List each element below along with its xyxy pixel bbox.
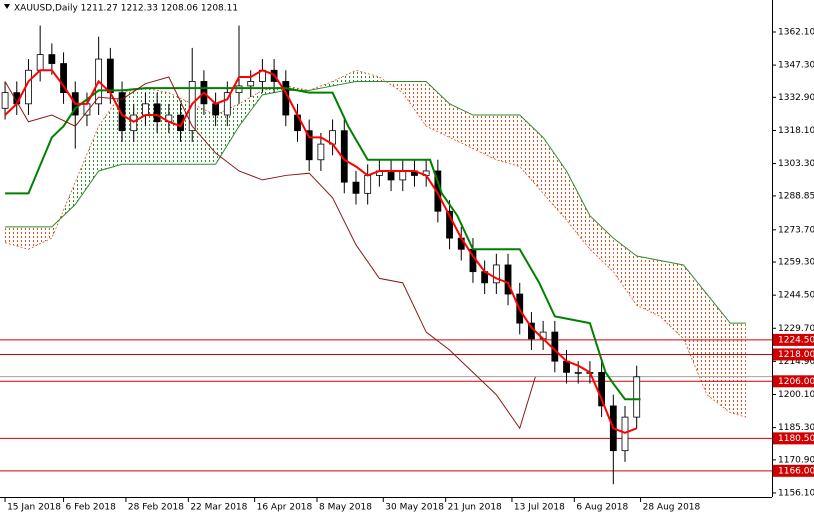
candle-body <box>1 92 9 109</box>
x-tick-label: 6 Aug 2018 <box>576 503 628 513</box>
cloud-segment <box>28 226 52 250</box>
candle-body <box>621 416 629 452</box>
x-tick-label: 16 Apr 2018 <box>257 503 313 513</box>
level-label: 1166.00 <box>778 466 814 476</box>
candle-body <box>352 181 360 194</box>
x-tick-label: 13 Jul 2018 <box>514 503 565 513</box>
candle-body <box>36 54 44 71</box>
y-tick-label: 1273.70 <box>778 225 814 235</box>
candle-body <box>492 264 500 284</box>
symbol-icon <box>4 4 10 9</box>
indicator-line <box>5 87 641 401</box>
candle-body <box>223 92 231 116</box>
cloud-segment <box>636 255 661 317</box>
cloud-segment <box>402 81 427 127</box>
cloud-segment <box>706 294 731 413</box>
y-tick-label: 1156.10 <box>778 488 814 498</box>
cloud-segment <box>683 264 707 395</box>
candle-body <box>247 81 255 87</box>
level-label-box <box>773 375 814 388</box>
candle-body <box>106 58 114 94</box>
span-a-line <box>4 69 746 418</box>
level-label-box <box>773 348 814 361</box>
cloud-segment <box>239 90 263 127</box>
y-tick-label: 1288.85 <box>778 191 814 201</box>
cloud-segment <box>589 215 614 272</box>
x-tick-label: 6 Feb 2018 <box>66 503 117 513</box>
y-tick-label: 1303.30 <box>778 159 814 169</box>
plot-area <box>0 25 772 485</box>
y-tick-label: 1170.90 <box>778 455 814 465</box>
y-tick-label: 1318.10 <box>778 126 814 136</box>
y-tick-label: 1214.90 <box>778 357 814 367</box>
cloud-segment <box>332 70 356 86</box>
candle-body <box>504 264 512 295</box>
cloud-segment <box>543 137 567 221</box>
cloud-segment <box>98 92 123 171</box>
cloud-segment <box>355 70 380 82</box>
level-label: 1218.00 <box>778 350 814 360</box>
candle-body <box>317 143 325 161</box>
cloud-segment <box>496 115 520 167</box>
level-label-box <box>773 432 814 445</box>
y-tick-label: 1200.10 <box>778 390 814 400</box>
candle-body <box>399 170 407 181</box>
level-label: 1206.00 <box>778 377 814 387</box>
cloud-segment <box>449 103 473 149</box>
cloud-segment <box>215 103 240 165</box>
y-tick-label: 1244.50 <box>778 291 814 301</box>
candle-body <box>212 103 220 116</box>
cloud-segment <box>730 323 746 418</box>
level-label: 1224.50 <box>778 335 814 345</box>
candle-body <box>142 103 149 116</box>
cloud-segment <box>426 81 450 138</box>
candle-body <box>598 371 606 407</box>
candle-body <box>153 103 161 123</box>
chart-title: XAUUSD,Daily 1211.27 1212.33 1208.06 120… <box>14 4 238 14</box>
level-label: 1180.50 <box>778 434 814 444</box>
y-tick-label: 1185.30 <box>778 423 814 433</box>
x-tick-label: 28 Feb 2018 <box>128 503 184 513</box>
candle-body <box>364 175 372 194</box>
y-tick-label: 1347.30 <box>778 61 814 71</box>
x-tick-label: 30 May 2018 <box>385 503 444 513</box>
indicator-line <box>4 69 638 434</box>
y-tick-label: 1332.90 <box>778 93 814 103</box>
candle-body <box>235 85 243 94</box>
candle-body <box>118 92 126 132</box>
cloud-segment <box>613 238 637 306</box>
x-tick-label: 8 May 2018 <box>319 503 372 513</box>
x-tick-label: 15 Jan 2018 <box>7 503 61 513</box>
candle-body <box>446 210 453 239</box>
candle-body <box>177 114 184 132</box>
x-tick-label: 21 Jun 2018 <box>448 503 502 513</box>
candle-body <box>188 81 196 132</box>
candle-body <box>60 63 67 94</box>
span-b-line <box>5 80 746 324</box>
cloud-segment <box>5 226 29 250</box>
cloud-segment <box>566 170 590 250</box>
y-tick-label: 1229.70 <box>778 324 814 334</box>
level-label-box <box>773 333 814 346</box>
candle-body <box>48 54 56 64</box>
level-label-box <box>773 464 814 477</box>
cloud-segment <box>75 126 99 205</box>
candle-body <box>305 130 313 161</box>
cloud-segment <box>472 115 497 160</box>
x-tick-label: 22 Mar 2018 <box>190 503 247 513</box>
candle-body <box>633 376 641 418</box>
y-tick-label: 1362.10 <box>778 27 814 37</box>
candle-body <box>574 371 582 374</box>
y-tick-label: 1259.30 <box>778 258 814 268</box>
cloud-segment <box>519 115 544 194</box>
x-tick-label: 28 Aug 2018 <box>643 503 701 513</box>
candle-body <box>387 170 395 181</box>
cloud-segment <box>192 103 216 165</box>
indicator-line <box>4 76 536 430</box>
cloud-segment <box>660 260 684 339</box>
